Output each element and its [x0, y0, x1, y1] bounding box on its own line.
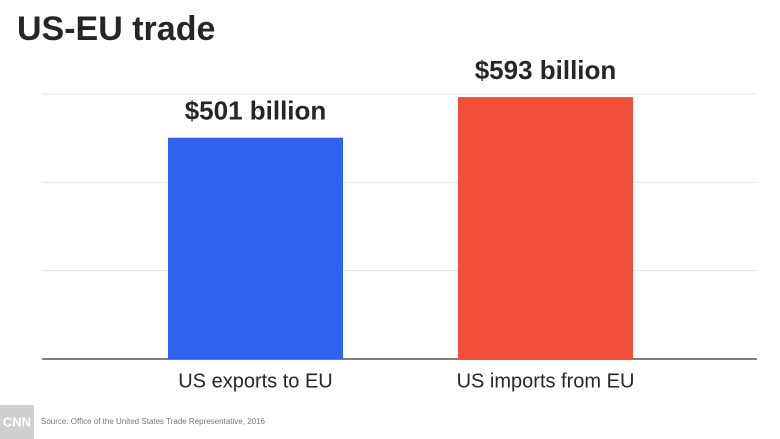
logo: CNN: [3, 414, 31, 429]
x-tick-label: US exports to EU: [178, 370, 333, 392]
source: Source: Office of the United States Trad…: [41, 417, 266, 426]
bar: [458, 97, 633, 359]
x-tick-label: US imports from EU: [457, 370, 635, 392]
chart-title: US-EU trade: [17, 10, 215, 48]
bar: [168, 137, 343, 359]
logo-box: [0, 405, 34, 439]
value-label: $501 billion: [185, 96, 327, 126]
value-label: $593 billion: [475, 55, 617, 85]
